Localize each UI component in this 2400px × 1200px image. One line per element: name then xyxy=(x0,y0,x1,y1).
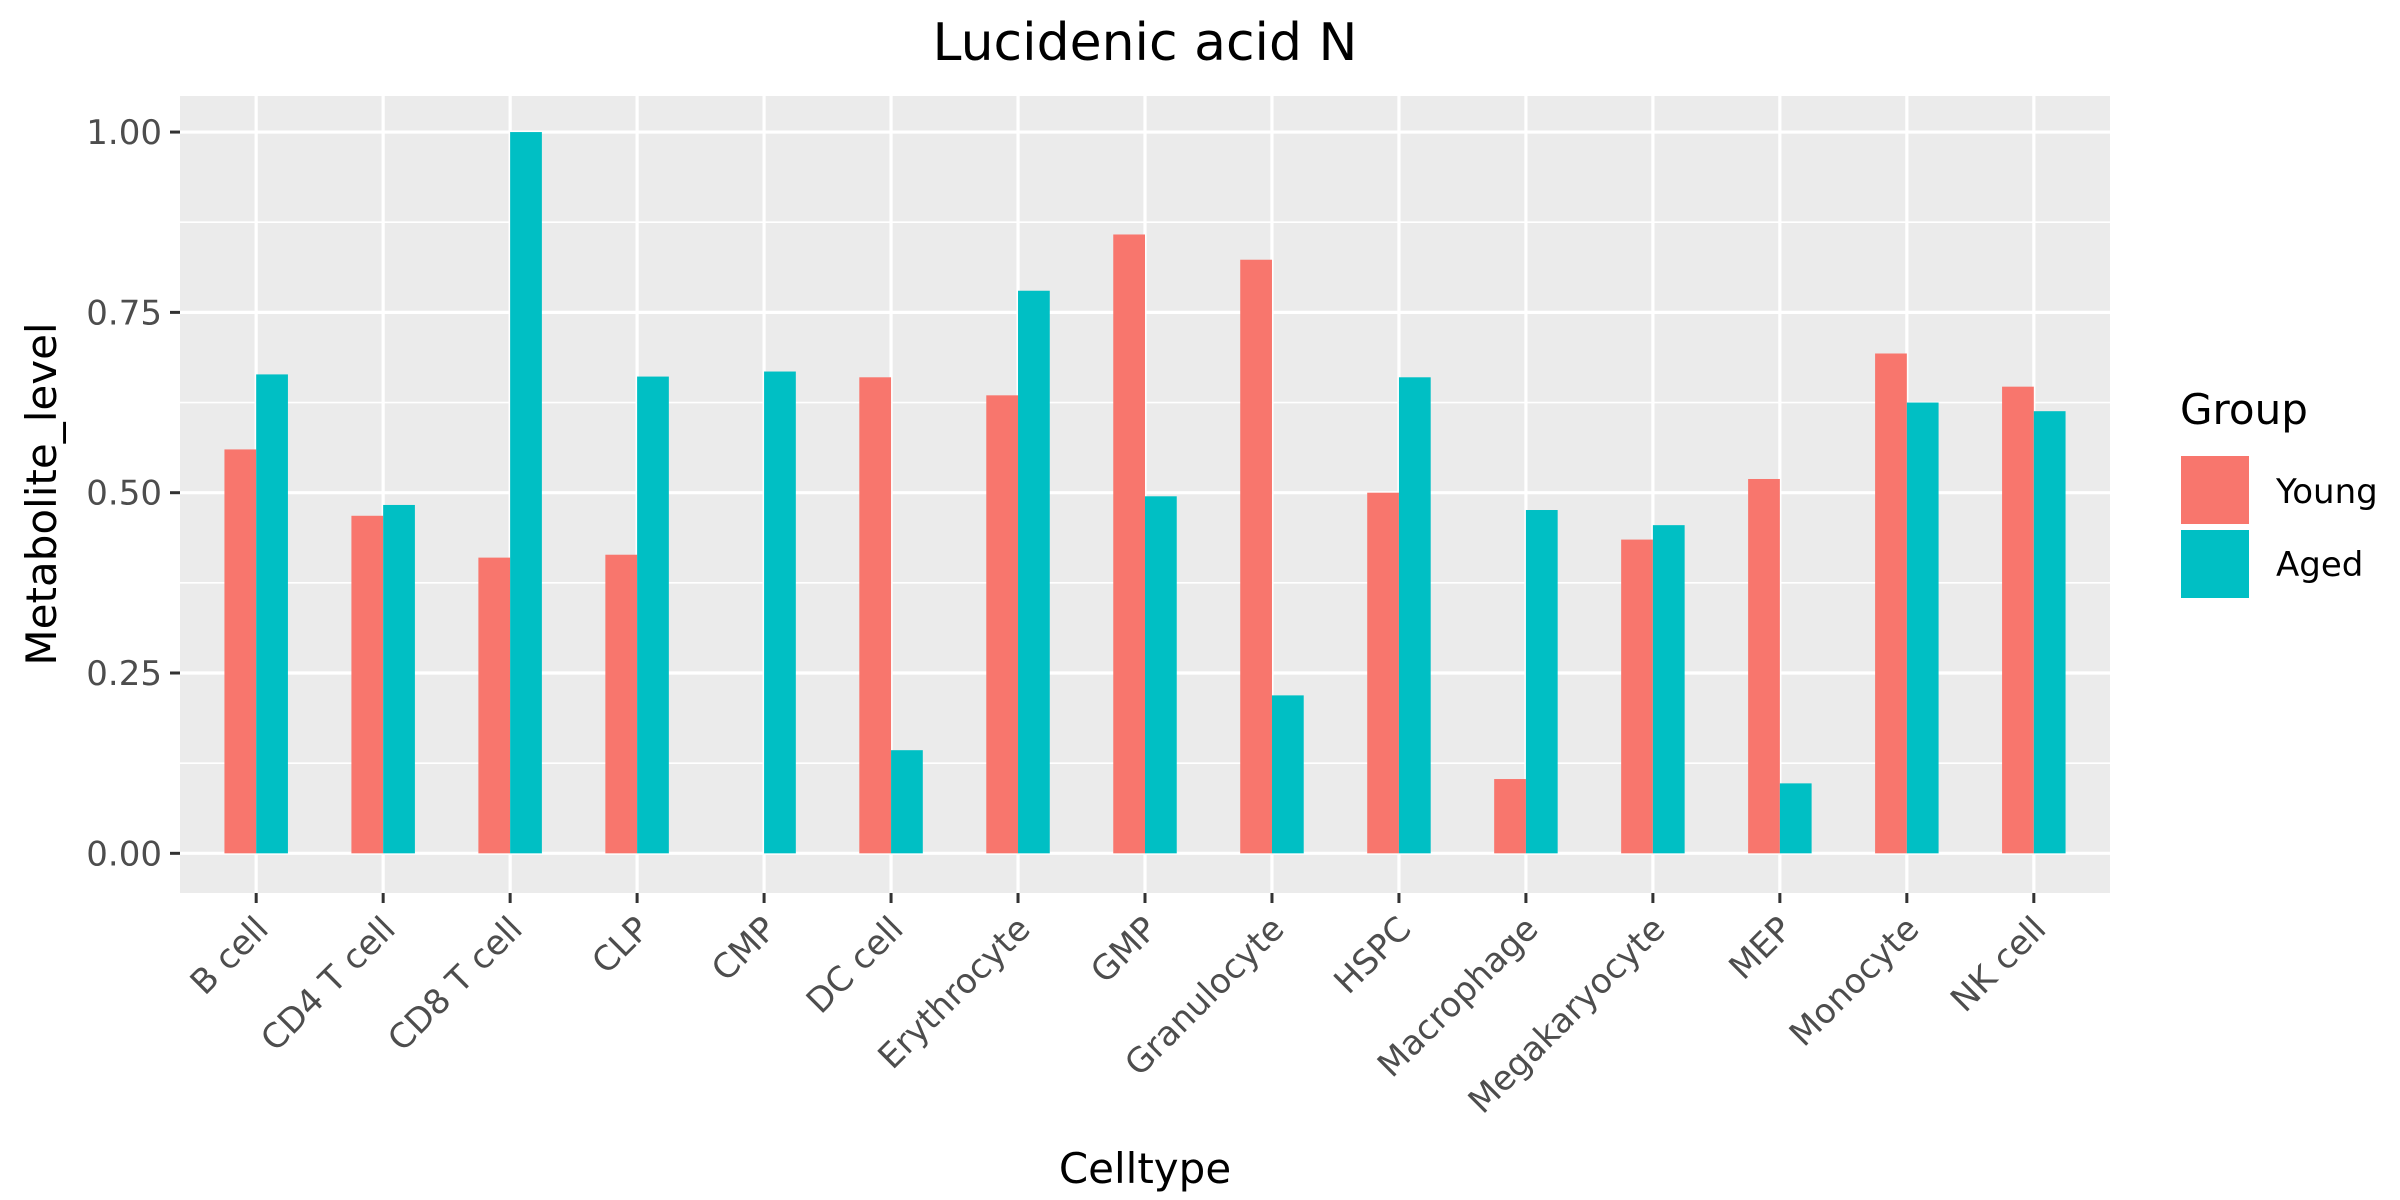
legend-key-aged xyxy=(2181,530,2249,598)
bar-young xyxy=(224,449,257,854)
bars xyxy=(224,132,2066,854)
x-tick-label: DC cell xyxy=(799,909,912,1022)
x-tick-label: MEP xyxy=(1722,909,1801,988)
y-tick-label: 0.50 xyxy=(86,474,162,514)
bar-young xyxy=(351,515,384,854)
x-tick-label: CD4 T cell xyxy=(253,909,403,1059)
x-tick-label: CD8 T cell xyxy=(380,909,530,1059)
bar-young xyxy=(859,377,892,854)
legend-title: Group xyxy=(2180,385,2308,434)
x-tick-label: CMP xyxy=(704,909,784,989)
bar-young xyxy=(1621,539,1653,854)
bar-aged xyxy=(1652,525,1685,854)
legend: Group Young Aged xyxy=(2180,385,2378,598)
x-tick-label: GMP xyxy=(1083,909,1165,991)
x-tick-label: NK cell xyxy=(1943,909,2054,1020)
y-tick-label: 0.00 xyxy=(86,834,162,874)
bar-aged xyxy=(256,374,288,854)
x-tick-label: B cell xyxy=(183,909,277,1003)
bar-aged xyxy=(1525,510,1558,854)
bar-aged xyxy=(1779,783,1812,854)
y-tick-label: 0.75 xyxy=(86,293,162,333)
legend-key-young xyxy=(2181,456,2249,524)
bar-young xyxy=(1748,478,1780,854)
x-tick-label: HSPC xyxy=(1326,909,1419,1002)
bar-young xyxy=(1113,234,1145,854)
bar-aged xyxy=(637,376,669,854)
legend-label-aged: Aged xyxy=(2276,545,2363,585)
x-tick-label: Monocyte xyxy=(1782,909,1927,1054)
bar-young xyxy=(1367,492,1399,854)
bar-young xyxy=(1494,779,1526,854)
bar-aged xyxy=(1906,402,1939,854)
x-axis-title: Celltype xyxy=(1059,1144,1231,1193)
bar-aged xyxy=(1018,290,1050,854)
bar-young xyxy=(478,557,511,854)
bar-aged xyxy=(510,132,542,854)
chart-title: Lucidenic acid N xyxy=(933,13,1358,73)
bar-aged xyxy=(1271,695,1304,854)
bar-young xyxy=(605,554,638,854)
y-axis-title: Metabolite_level xyxy=(17,322,66,665)
y-axis: 0.00 0.25 0.50 0.75 1.00 xyxy=(86,113,180,874)
y-tick-label: 1.00 xyxy=(86,113,162,153)
y-tick-label: 0.25 xyxy=(86,654,162,694)
bar-aged xyxy=(1398,377,1431,854)
bar-aged xyxy=(891,750,923,854)
legend-label-young: Young xyxy=(2275,472,2378,512)
x-tick-label: CLP xyxy=(585,909,658,982)
bar-aged xyxy=(383,504,415,854)
bar-young xyxy=(1875,353,1907,854)
bar-aged xyxy=(764,371,796,854)
bar-young xyxy=(1240,259,1272,854)
bar-aged xyxy=(2033,411,2066,854)
bar-young xyxy=(2002,386,2034,854)
bar-young xyxy=(986,395,1019,854)
bar-aged xyxy=(1145,496,1177,854)
